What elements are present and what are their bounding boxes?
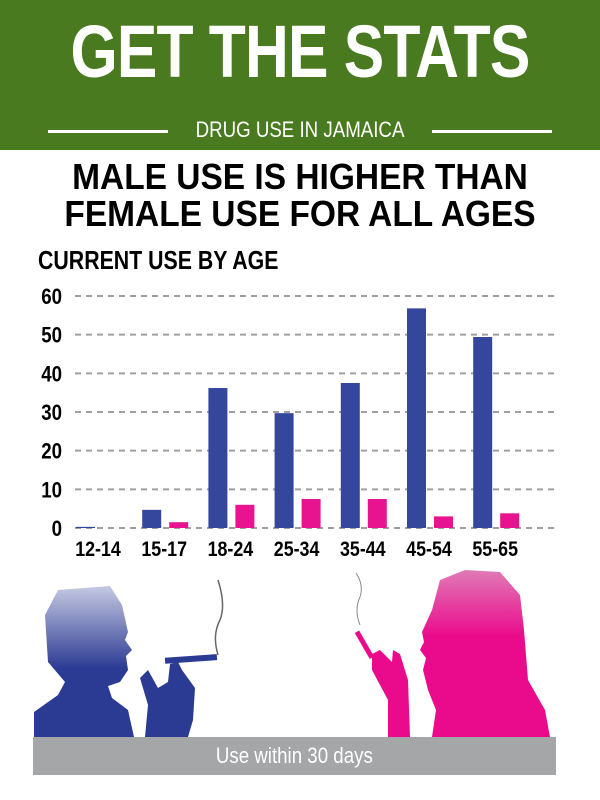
bar-female (500, 513, 520, 528)
x-tick-label: 15-17 (141, 538, 187, 562)
header-title: GET THE STATS (70, 10, 530, 93)
bar-female (367, 499, 387, 528)
divider-right (432, 130, 552, 133)
headline-line1: MALE USE IS HIGHER THAN (72, 156, 528, 197)
bar-male (340, 383, 360, 528)
footer-label: Use within 30 days (216, 743, 373, 768)
footer-note: Use within 30 days (33, 737, 556, 775)
y-tick-label: 30 (41, 402, 62, 426)
bar-female (434, 516, 453, 528)
y-tick-label: 50 (41, 324, 62, 348)
male-smoker-silhouette (34, 579, 224, 737)
chart-title: CURRENT USE BY AGE (38, 245, 279, 275)
header-banner: GET THE STATS DRUG USE IN JAMAICA (0, 0, 600, 150)
headline-line2: FEMALE USE FOR ALL AGES (64, 193, 536, 234)
bar-female (169, 522, 189, 528)
headline: MALE USE IS HIGHER THAN FEMALE USE FOR A… (21, 158, 579, 232)
bar-chart: 0 10 20 30 40 50 60 12-14 15-17 18-24 25-34 35-44 45… (41, 286, 555, 562)
x-tick-label: 45-54 (406, 538, 452, 562)
y-tick-label: 60 (41, 286, 62, 310)
header-subtitle: DRUG USE IN JAMAICA (195, 117, 405, 142)
x-tick-label: 35-44 (340, 538, 386, 562)
bar-male (142, 509, 162, 528)
smokers-illustration (34, 570, 550, 737)
y-tick-label: 10 (41, 479, 62, 503)
female-smoker-silhouette (354, 570, 550, 737)
bar-male (274, 413, 294, 528)
x-tick-label: 12-14 (75, 538, 121, 562)
y-tick-label: 40 (41, 363, 62, 387)
x-tick-label: 25-34 (274, 538, 320, 562)
bar-male (473, 336, 493, 528)
bar-female (301, 499, 321, 528)
bar-male (76, 526, 95, 528)
x-tick-label: 18-24 (208, 538, 254, 562)
bar-male (407, 308, 426, 528)
y-tick-label: 20 (41, 440, 62, 464)
divider-left (48, 130, 168, 133)
y-tick-label: 0 (52, 518, 62, 542)
bar-female (235, 504, 255, 528)
bar-male (208, 388, 228, 528)
x-tick-label: 55-65 (472, 538, 518, 562)
